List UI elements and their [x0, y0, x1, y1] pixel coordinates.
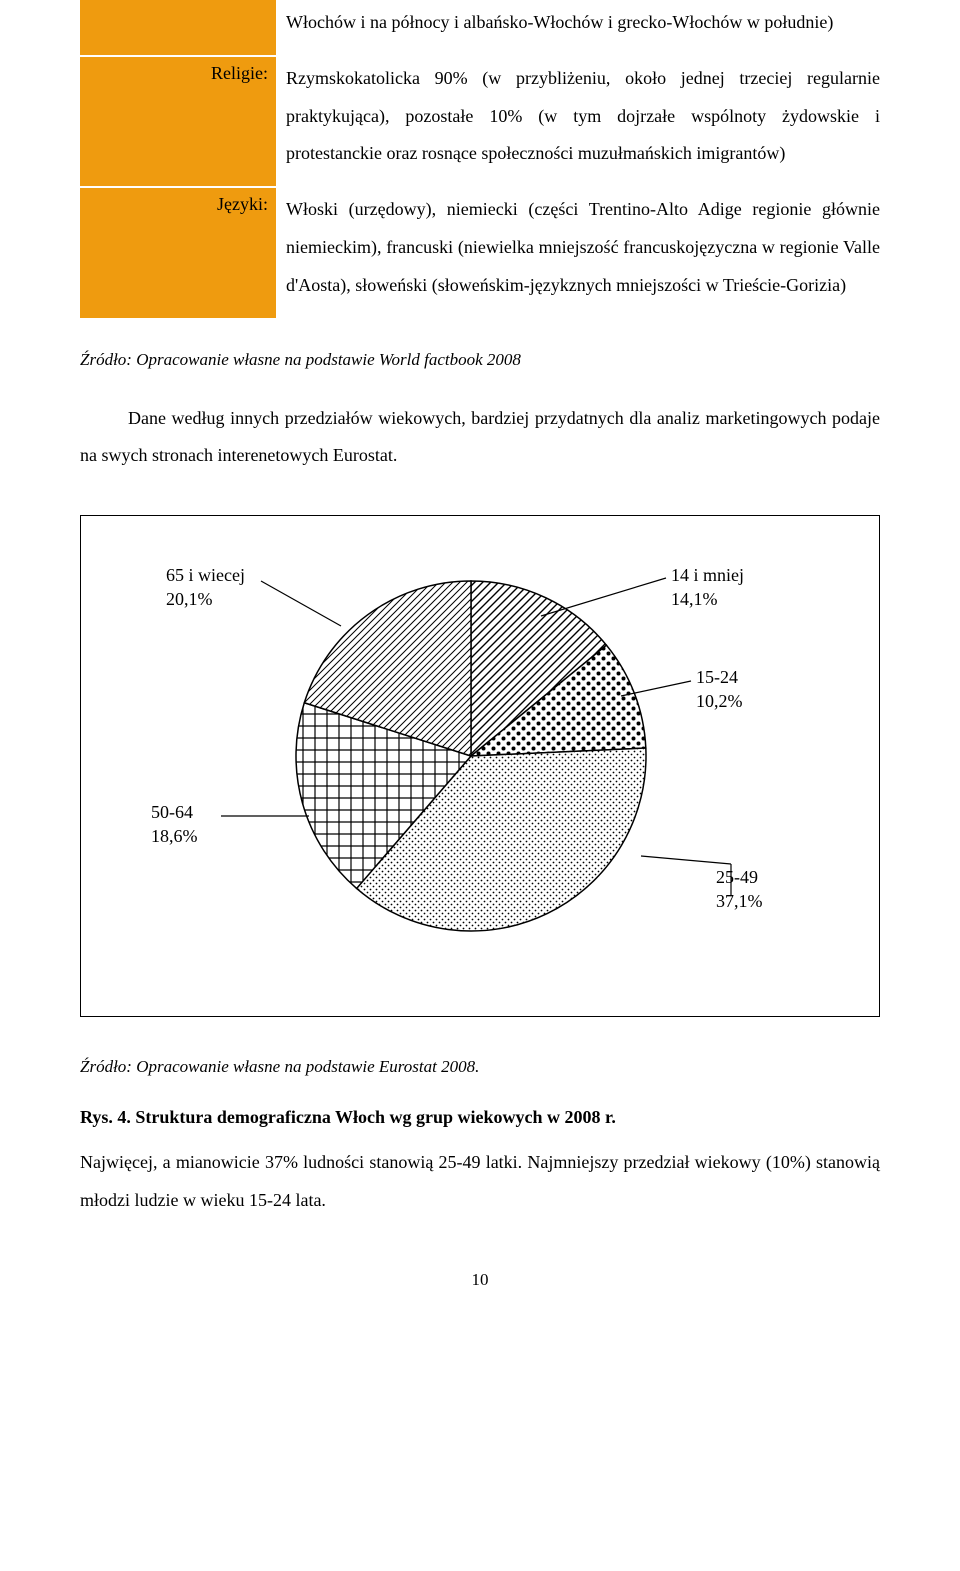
source-eurostat: Źródło: Opracowanie własne na podstawie …	[80, 1057, 880, 1077]
pie-slice-label: 50-6418,6%	[151, 801, 198, 848]
table-row-label	[80, 0, 276, 56]
pie-slice-label: 25-4937,1%	[716, 866, 763, 913]
figure-caption-text: Struktura demograficzna Włoch wg grup wi…	[135, 1107, 616, 1127]
pie-chart-container: 14 i mniej14,1% 15-2410,2% 25-4937,1% 50-64…	[80, 515, 880, 1017]
pie-slice-label: 65 i wiecej20,1%	[166, 564, 245, 611]
figure-caption-prefix: Rys. 4.	[80, 1107, 135, 1127]
table-row-content: Włoski (urzędowy), niemiecki (części Tre…	[276, 187, 880, 318]
intro-paragraph-text: Dane według innych przedziałów wiekowych…	[80, 408, 880, 466]
pie-slice-label: 14 i mniej14,1%	[671, 564, 744, 611]
figure-body-text: Najwięcej, a mianowicie 37% ludności sta…	[80, 1144, 880, 1220]
table-row-content: Rzymskokatolicka 90% (w przybliżeniu, ok…	[276, 56, 880, 187]
figure-caption: Rys. 4. Struktura demograficzna Włoch wg…	[80, 1107, 880, 1128]
table-row-content: Włochów i na północy i albańsko-Włochów …	[276, 0, 880, 56]
source-worldfactbook: Źródło: Opracowanie własne na podstawie …	[80, 350, 880, 370]
table-row-label: Języki:	[80, 187, 276, 318]
info-table: Włochów i na północy i albańsko-Włochów …	[80, 0, 880, 320]
intro-paragraph: Dane według innych przedziałów wiekowych…	[80, 400, 880, 476]
pie-slice-label: 15-2410,2%	[696, 666, 743, 713]
table-row-label: Religie:	[80, 56, 276, 187]
page-number: 10	[80, 1270, 880, 1290]
